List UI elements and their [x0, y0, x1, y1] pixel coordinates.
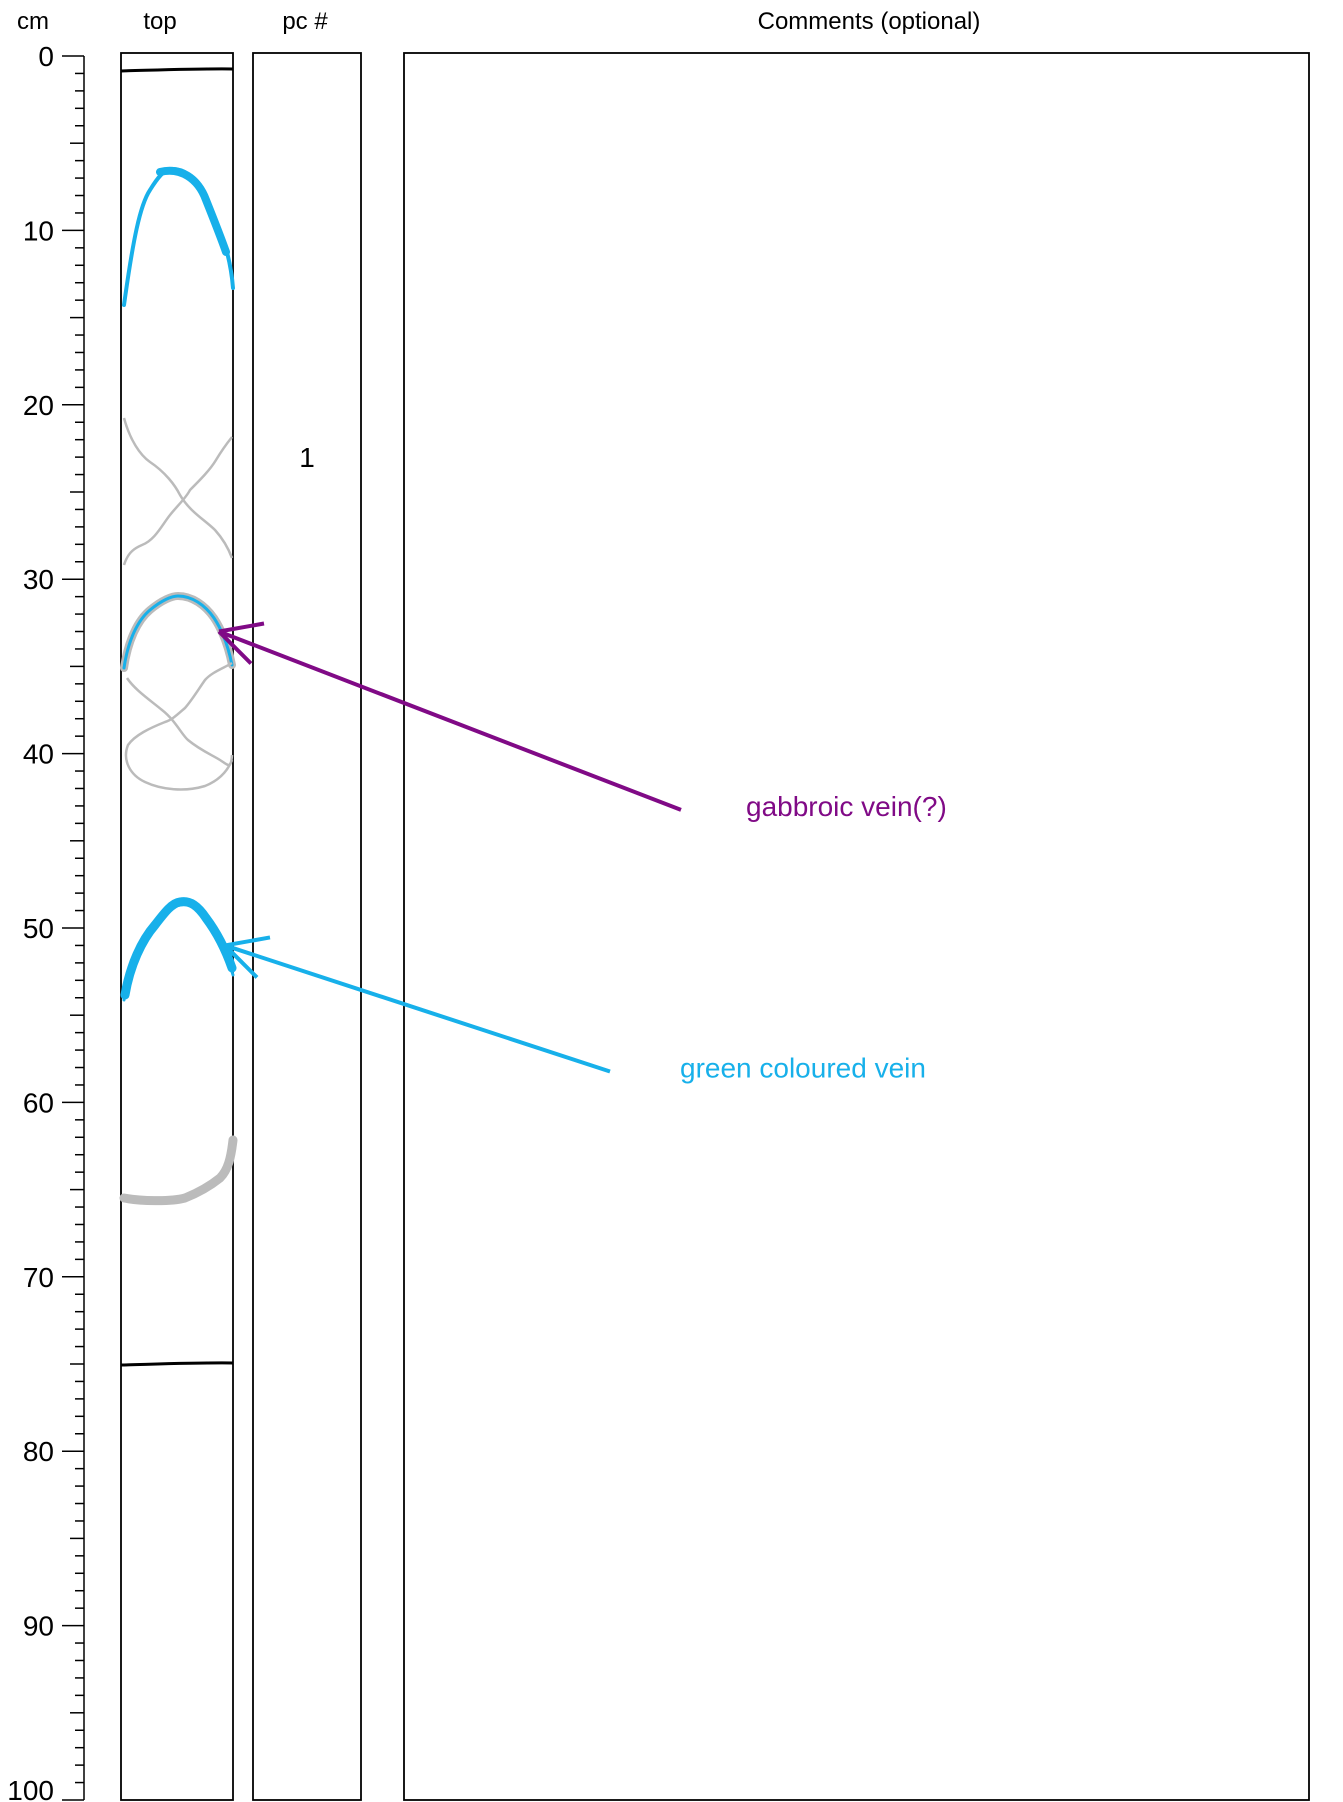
gray-vein-b [122, 436, 233, 566]
green-vein-label: green coloured vein [680, 1053, 926, 1084]
core-column-header: top [143, 8, 176, 35]
piece-number-label: 1 [299, 442, 315, 473]
depth-tick-label: 100 [7, 1775, 54, 1802]
depth-tick-label: 40 [23, 739, 54, 770]
gray-vein-a [122, 417, 234, 559]
vein-traces [119, 166, 238, 1206]
green-arrow-head [223, 944, 259, 979]
green-vein-lower-edge [122, 903, 235, 1002]
piece-labels: 1 [299, 442, 315, 473]
green-vein-upper-thick [156, 166, 230, 256]
green-vein-annotation: green coloured vein [223, 935, 926, 1084]
depth-tick-label: 20 [23, 390, 54, 421]
depth-tick-label: 30 [23, 564, 54, 595]
depth-axis-ticks: 0 10 20 30 40 50 60 70 80 90 100 [7, 41, 84, 1802]
depth-tick-label: 70 [23, 1262, 54, 1293]
piece-boundary-line [120, 1361, 234, 1367]
gabbroic-arrow-head [217, 630, 253, 665]
gabbroic-vein-label: gabbroic vein(?) [746, 791, 947, 822]
comments-column-header: Comments (optional) [758, 8, 981, 35]
depth-tick-label: 80 [23, 1436, 54, 1467]
depth-tick-label: 0 [38, 41, 54, 72]
green-arrow-shaft [224, 943, 611, 1074]
gray-vein-arc-33 [120, 591, 236, 672]
piece-column-frame [252, 52, 362, 1801]
core-column-frame [120, 52, 234, 1801]
depth-tick-label: 60 [23, 1087, 54, 1118]
gray-vein-c [125, 677, 234, 767]
depth-unit-header: cm [17, 8, 49, 35]
depth-tick-label: 90 [23, 1611, 54, 1642]
gabbroic-vein-annotation: gabbroic vein(?) [217, 621, 947, 822]
gabbroic-arrow-head [218, 621, 265, 634]
gray-vein-arc-63 [119, 1135, 238, 1206]
depth-tick-label: 50 [23, 913, 54, 944]
gray-vein-d [124, 661, 234, 791]
piece-boundaries [120, 67, 234, 1367]
piece-boundary-line [120, 67, 234, 73]
green-arrow-head [224, 935, 271, 948]
depth-tick-label: 10 [23, 215, 54, 246]
gabbroic-arrow-shaft [218, 629, 682, 812]
green-vein-arc-33 [122, 594, 234, 670]
piece-column-header: pc # [282, 8, 328, 35]
comments-column-frame [403, 52, 1310, 1801]
